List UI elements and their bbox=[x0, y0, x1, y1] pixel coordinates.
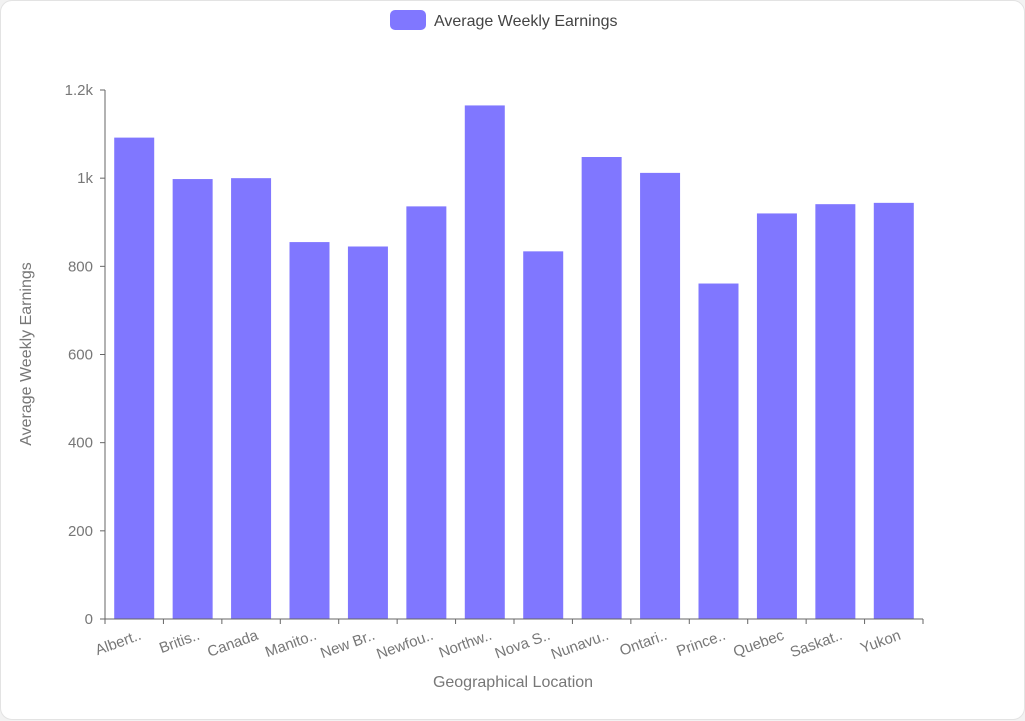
y-tick-label: 1k bbox=[77, 170, 93, 187]
y-tick-label: 200 bbox=[68, 523, 93, 540]
bars bbox=[114, 105, 914, 620]
x-axis-ticks: Albert.. Britis.. Canada Manito.. New Br..Ne… bbox=[93, 619, 924, 664]
bar-5[interactable] bbox=[406, 206, 447, 619]
y-tick-label: 600 bbox=[68, 347, 93, 364]
y-tick-label: 800 bbox=[68, 258, 93, 275]
bar-10[interactable] bbox=[698, 283, 739, 619]
x-tick-label: New Br.. bbox=[318, 627, 377, 662]
x-axis-title: Geographical Location bbox=[433, 674, 593, 691]
x-tick-label: Ontari.. bbox=[617, 627, 669, 660]
y-tick-label: 0 bbox=[85, 611, 93, 628]
bar-2[interactable] bbox=[231, 178, 272, 619]
x-tick-label: Quebec bbox=[731, 627, 787, 661]
x-tick-label: Northw.. bbox=[437, 627, 495, 662]
bar-6[interactable] bbox=[464, 105, 505, 619]
bar-3[interactable] bbox=[289, 242, 330, 619]
y-tick-label: 1.2k bbox=[65, 82, 94, 99]
x-tick-label: Nova S.. bbox=[493, 627, 553, 663]
bar-11[interactable] bbox=[756, 213, 797, 619]
x-tick-label: Prince.. bbox=[674, 627, 728, 660]
bar-1[interactable] bbox=[172, 179, 213, 619]
y-axis-ticks: 0 200 400 600 800 1k 1.2k bbox=[65, 82, 105, 628]
x-tick-label: Manito.. bbox=[263, 627, 319, 661]
x-tick-label: Albert.. bbox=[93, 627, 143, 659]
x-tick-label: Newfou.. bbox=[374, 627, 435, 663]
x-tick-label: Britis.. bbox=[157, 627, 202, 657]
y-tick-label: 400 bbox=[68, 435, 93, 452]
bar-9[interactable] bbox=[640, 172, 681, 620]
x-tick-label: Saskat.. bbox=[788, 627, 845, 662]
bar-12[interactable] bbox=[815, 204, 856, 619]
legend-swatch bbox=[390, 10, 426, 30]
bar-4[interactable] bbox=[347, 246, 388, 619]
bar-0[interactable] bbox=[114, 137, 155, 620]
bar-13[interactable] bbox=[873, 202, 914, 619]
x-tick-label: Nunavu.. bbox=[549, 627, 611, 664]
bar-7[interactable] bbox=[523, 251, 564, 619]
bar-8[interactable] bbox=[581, 157, 622, 620]
x-tick-label: Yukon bbox=[858, 627, 903, 657]
y-axis-title: Average Weekly Earnings bbox=[18, 262, 35, 446]
legend-label: Average Weekly Earnings bbox=[434, 13, 618, 30]
x-tick-label: Canada bbox=[205, 627, 261, 661]
legend[interactable]: Average Weekly Earnings bbox=[390, 10, 618, 30]
